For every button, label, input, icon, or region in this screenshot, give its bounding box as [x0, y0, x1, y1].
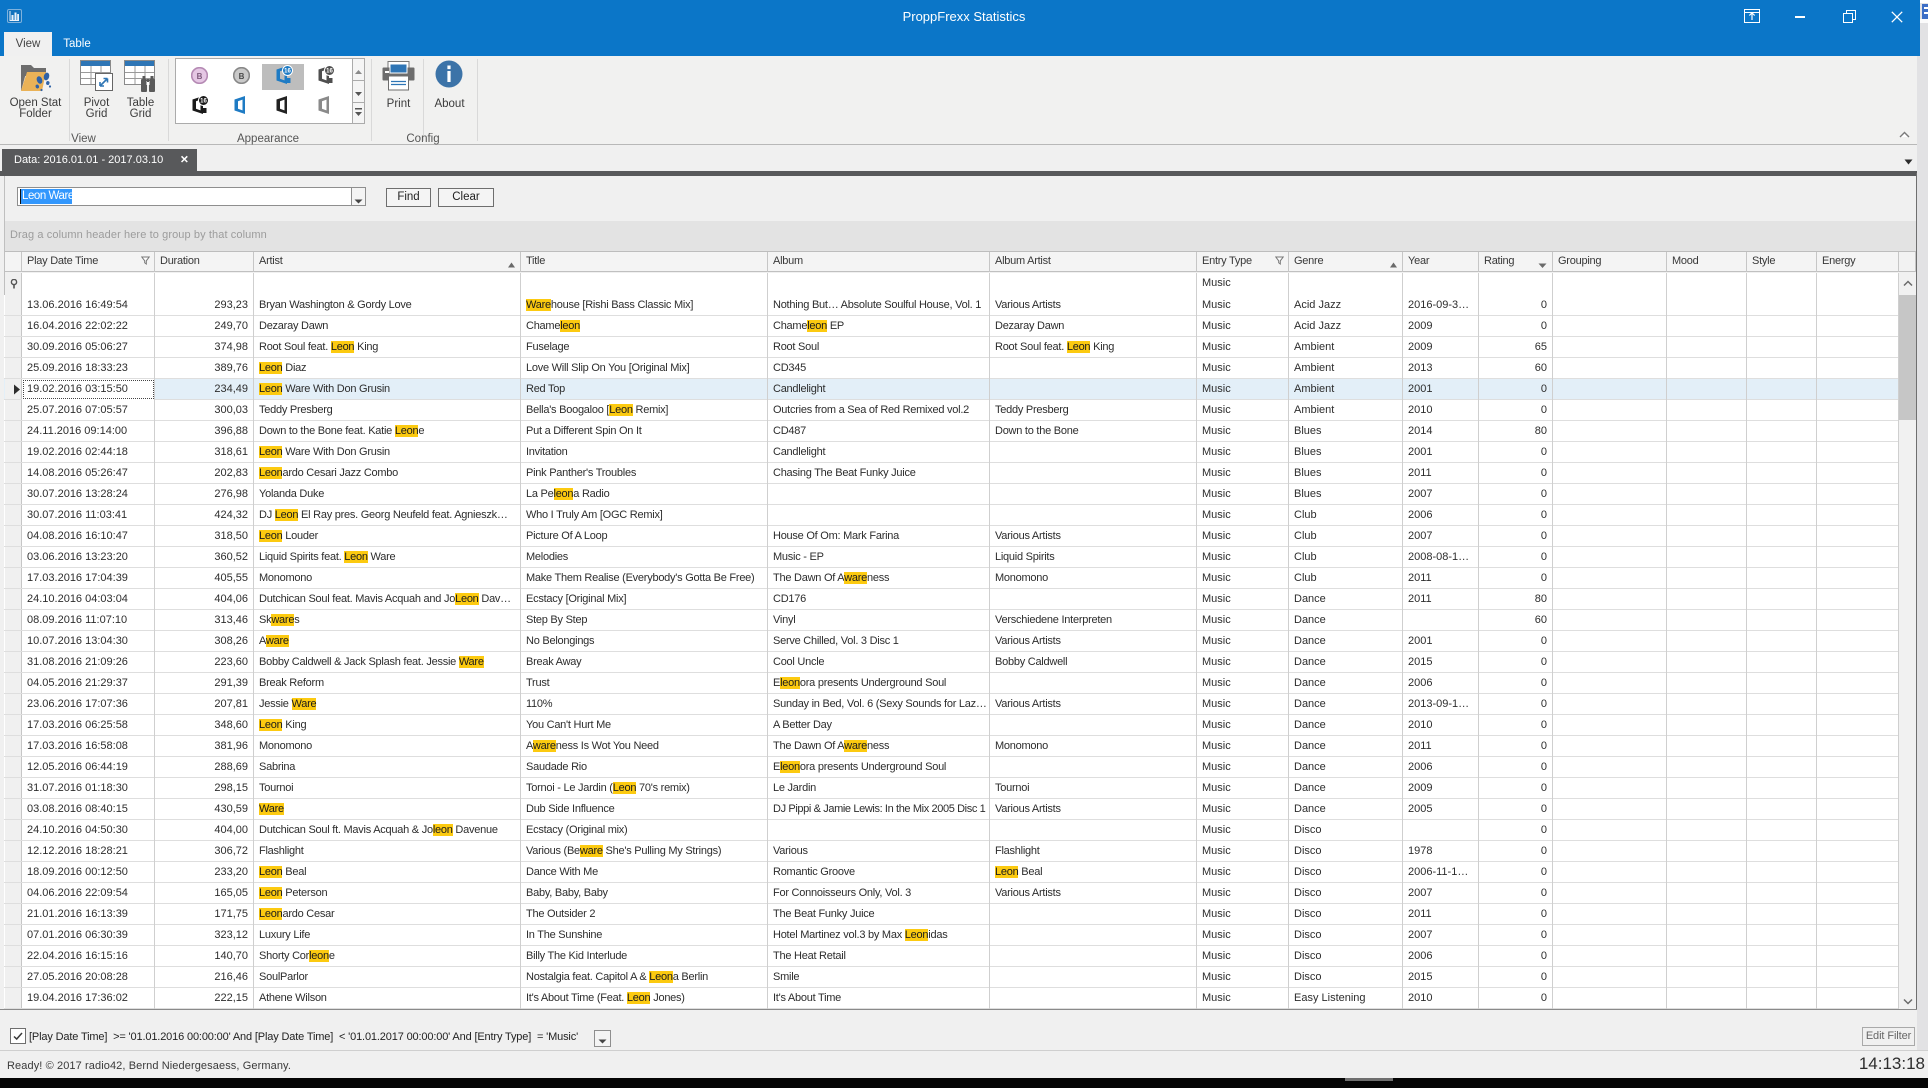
svg-text:B: B	[197, 72, 203, 81]
svg-text:16: 16	[284, 69, 291, 75]
svg-text:B: B	[239, 72, 245, 81]
svg-text:16: 16	[326, 69, 333, 75]
svg-text:16: 16	[200, 99, 207, 105]
